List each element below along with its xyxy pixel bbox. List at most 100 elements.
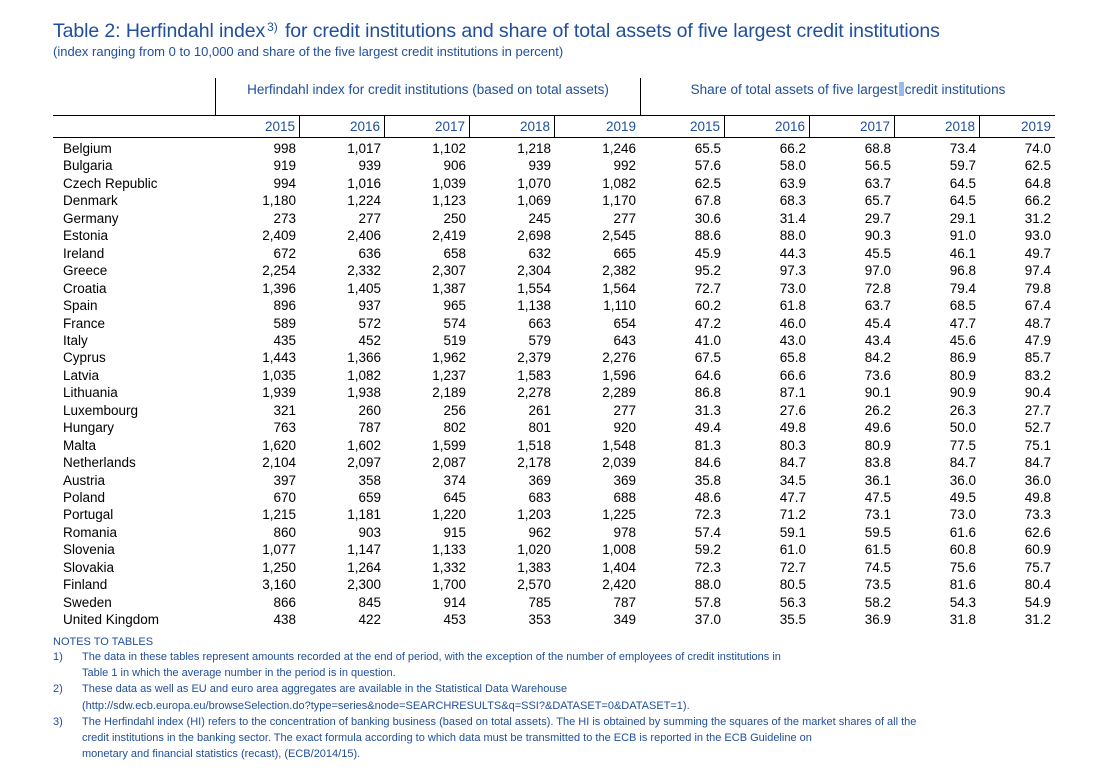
country-name: Germany xyxy=(63,210,119,226)
herfindahl-value: 2,289 xyxy=(602,385,636,401)
share-value: 88.6 xyxy=(694,228,721,244)
share-value: 61.5 xyxy=(864,542,891,558)
herfindahl-value: 636 xyxy=(358,245,381,261)
country-name: Slovakia xyxy=(63,559,115,575)
herfindahl-value: 1,180 xyxy=(262,193,296,209)
share-value: 36.1 xyxy=(864,472,891,488)
herfindahl-value: 937 xyxy=(358,298,381,314)
share-value: 47.7 xyxy=(779,490,806,505)
herfindahl-value: 2,307 xyxy=(432,263,466,279)
share-value: 48.6 xyxy=(694,490,721,505)
share-value: 49.5 xyxy=(949,490,976,505)
country-name: Bulgaria xyxy=(63,158,113,174)
year-header-cell: 2018 xyxy=(470,116,555,137)
herfindahl-value: 1,225 xyxy=(602,507,636,523)
share-value: 84.6 xyxy=(694,455,721,471)
herfindahl-value: 374 xyxy=(443,472,466,488)
country-name: Croatia xyxy=(63,280,107,296)
table-row: Ireland 672 636 658 632 665 45.9 44.3 45.5 46.1 49… xyxy=(0,245,1111,262)
herfindahl-value: 1,404 xyxy=(602,559,636,575)
herfindahl-value: 645 xyxy=(443,490,466,505)
table-row: Latvia 1,035 1,082 1,237 1,583 1,596 64.6 66.6 7… xyxy=(0,367,1111,384)
herfindahl-value: 866 xyxy=(273,594,296,610)
share-value: 64.8 xyxy=(1024,175,1051,191)
note-text: The data in these tables represent amoun… xyxy=(82,651,781,663)
herfindahl-value: 1,396 xyxy=(262,280,296,296)
share-value: 80.4 xyxy=(1024,577,1051,593)
herfindahl-value: 277 xyxy=(613,402,636,418)
herfindahl-value: 801 xyxy=(528,420,551,436)
herfindahl-value: 273 xyxy=(273,210,296,226)
share-value: 71.2 xyxy=(779,507,806,523)
country-name: Italy xyxy=(63,332,88,348)
share-value: 47.9 xyxy=(1024,332,1051,348)
note-text: Table 1 in which the average number in t… xyxy=(82,667,396,680)
share-value: 93.0 xyxy=(1024,228,1051,244)
herfindahl-value: 589 xyxy=(273,315,296,331)
herfindahl-value: 245 xyxy=(528,210,551,226)
share-value: 31.2 xyxy=(1024,210,1051,226)
share-value: 47.7 xyxy=(949,315,976,331)
table-row: Italy 435 452 519 579 643 41.0 43.0 43.4 45.6 47.9 xyxy=(0,332,1111,349)
country-name: Finland xyxy=(63,577,108,593)
table-row: Lithuania 1,939 1,938 2,189 2,278 2,289 86.8 87… xyxy=(0,384,1111,401)
herfindahl-value: 1,602 xyxy=(347,437,381,453)
herfindahl-value: 1,077 xyxy=(262,542,296,558)
table-row: Czech Republic 994 1,016 1,039 1,070 1,082 62.… xyxy=(0,175,1111,192)
herfindahl-value: 802 xyxy=(443,420,466,436)
herfindahl-value: 277 xyxy=(613,210,636,226)
share-value: 74.5 xyxy=(864,559,891,575)
herfindahl-value: 785 xyxy=(528,594,551,610)
share-value: 75.7 xyxy=(1024,559,1051,575)
table-row: Germany 273 277 250 245 277 30.6 31.4 29.7 29.1 31… xyxy=(0,210,1111,227)
share-value: 68.5 xyxy=(949,298,976,314)
table-row: France 589 572 574 663 654 47.2 46.0 45.4 47.7 48.… xyxy=(0,315,1111,332)
share-value: 84.7 xyxy=(1024,455,1051,471)
herfindahl-value: 1,554 xyxy=(517,280,551,296)
share-value: 54.3 xyxy=(949,594,976,610)
share-value: 64.5 xyxy=(949,193,976,209)
share-value: 72.3 xyxy=(694,559,721,575)
share-value: 67.5 xyxy=(694,350,721,366)
herfindahl-value: 1,938 xyxy=(347,385,381,401)
share-value: 73.4 xyxy=(949,141,976,156)
country-name: Slovenia xyxy=(63,542,115,558)
share-value: 79.8 xyxy=(1024,280,1051,296)
herfindahl-value: 1,123 xyxy=(432,193,466,209)
herfindahl-value: 1,102 xyxy=(432,141,466,156)
share-value: 63.9 xyxy=(779,175,806,191)
share-value: 35.5 xyxy=(779,612,806,628)
share-value: 45.5 xyxy=(864,245,891,261)
herfindahl-value: 1,082 xyxy=(347,367,381,383)
group-divider-middle xyxy=(640,78,641,115)
herfindahl-value: 2,300 xyxy=(347,577,381,593)
note-1: 1) The data in these tables represent am… xyxy=(53,649,1063,681)
share-value: 96.8 xyxy=(949,263,976,279)
share-value: 49.8 xyxy=(779,420,806,436)
share-value: 61.0 xyxy=(779,542,806,558)
share-value: 72.8 xyxy=(864,280,891,296)
group-header-share: Share of total assets of five largest cre… xyxy=(641,82,1055,97)
herfindahl-value: 3,160 xyxy=(262,577,296,593)
table-row: United Kingdom 438 422 453 353 349 37.0 35.5 36.… xyxy=(0,611,1111,628)
herfindahl-value: 896 xyxy=(273,298,296,314)
herfindahl-value: 1,443 xyxy=(262,350,296,366)
year-header-cell: 2018 xyxy=(895,116,980,137)
note-2: 2) These data as well as EU and euro are… xyxy=(53,681,1063,713)
share-value: 65.7 xyxy=(864,193,891,209)
share-value: 43.4 xyxy=(864,332,891,348)
group-header-share-a: Share of total assets of five largest xyxy=(690,82,898,97)
herfindahl-value: 2,104 xyxy=(262,455,296,471)
share-value: 90.3 xyxy=(864,228,891,244)
country-name: France xyxy=(63,315,106,331)
share-value: 26.3 xyxy=(949,402,976,418)
herfindahl-value: 1,387 xyxy=(432,280,466,296)
herfindahl-value: 349 xyxy=(613,612,636,628)
herfindahl-value: 1,039 xyxy=(432,175,466,191)
share-value: 65.8 xyxy=(779,350,806,366)
share-value: 66.6 xyxy=(779,367,806,383)
herfindahl-value: 1,383 xyxy=(517,559,551,575)
share-value: 80.5 xyxy=(779,577,806,593)
year-header-cell: 2016 xyxy=(300,116,385,137)
herfindahl-value: 2,409 xyxy=(262,228,296,244)
